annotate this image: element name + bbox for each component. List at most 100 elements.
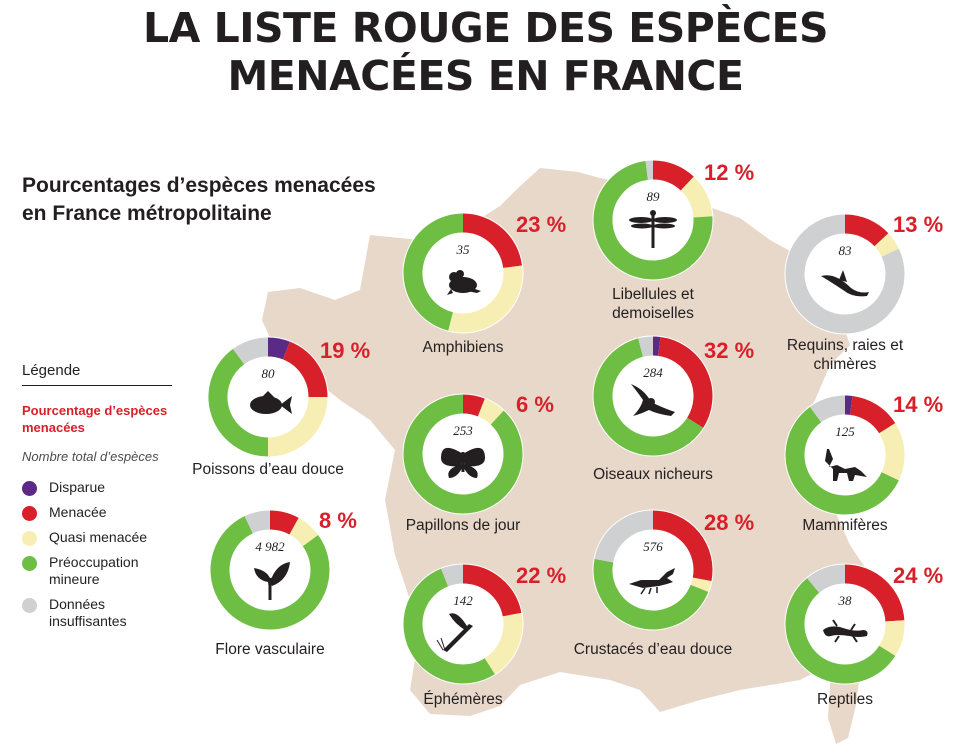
donut-ring — [784, 394, 906, 516]
lizard-icon — [823, 619, 868, 643]
legend-label-quasi-menacee: Quasi menacée — [49, 529, 148, 545]
group-name: Requins, raies et chimères — [786, 337, 904, 373]
donut-ring — [402, 212, 524, 334]
donut-segment-menacee — [849, 395, 896, 434]
butterfly-icon — [441, 447, 485, 478]
legend-label-donnees-insuffisantes: Données insuffisantes — [49, 596, 127, 629]
donut-ring — [402, 563, 524, 685]
group-name: Flore vasculaire — [215, 641, 325, 658]
percent-label: 13 % — [893, 212, 944, 237]
donut-ring — [784, 563, 906, 685]
total-species-count: 125 — [835, 424, 855, 439]
legend-item-quasi-menacee: Quasi menacée — [22, 529, 182, 546]
donut-segment-insuffisantes — [810, 395, 846, 423]
legend-swatch-donnees-insuffisantes — [22, 598, 37, 613]
total-species-count: 80 — [261, 366, 275, 381]
donut-segment-menacee — [269, 510, 299, 535]
legend-label-preoccupation-mineure: Préoccupation mineure — [49, 554, 139, 587]
percent-label: 28 % — [704, 510, 755, 535]
donut-segment-insuffisantes — [638, 336, 654, 357]
donut-segment-quasi — [874, 233, 899, 258]
dragonfly-icon — [629, 210, 677, 248]
donut-segment-preoccupation — [593, 558, 709, 630]
total-species-count: 83 — [838, 243, 852, 258]
donut-segment-insuffisantes — [441, 564, 464, 587]
group-name: Poissons d’eau douce — [192, 461, 344, 478]
percent-label: 24 % — [893, 563, 944, 588]
donut-ring — [402, 393, 524, 515]
donut-segment-preoccupation — [210, 516, 330, 630]
donut-ring — [592, 509, 714, 631]
legend-swatch-disparue — [22, 481, 37, 496]
donut-center — [612, 355, 694, 437]
subtitle: Pourcentages d’espèces menacées en Franc… — [22, 172, 376, 228]
donut-segment-insuffisantes — [594, 510, 654, 563]
donut-segment-menacee — [462, 564, 522, 617]
donut-segment-preoccupation — [785, 406, 899, 515]
donut-segment-insuffisantes — [244, 510, 271, 534]
main-title-line2: MENACÉES EN FRANCE — [227, 52, 744, 100]
donut-segment-preoccupation — [403, 568, 495, 684]
main-title-line1: LA LISTE ROUGE DES ESPÈCES — [142, 4, 829, 52]
total-species-count: 35 — [456, 242, 470, 257]
donut-ring — [592, 159, 714, 281]
total-species-count: 142 — [453, 593, 473, 608]
donut-segment-quasi — [267, 396, 328, 457]
donut-segment-menacee — [462, 213, 523, 269]
legend-item-preoccupation-mineure: Préoccupation mineure — [22, 554, 182, 588]
group-name: Amphibiens — [422, 339, 504, 356]
donut-segment-menacee — [652, 160, 694, 191]
group-name: Reptiles — [817, 691, 873, 708]
donut-segment-quasi — [878, 620, 905, 656]
donut-segment-menacee — [657, 336, 713, 428]
donut-segment-quasi — [477, 398, 504, 425]
legend-percent-label: Pourcentage d’espèces menacées — [22, 403, 168, 435]
percent-label: 23 % — [516, 212, 567, 237]
donut-segment-menacee — [652, 510, 713, 582]
donut-segment-quasi — [448, 265, 523, 333]
percent-label: 12 % — [704, 160, 755, 185]
legend: Légende Pourcentage d’espèces menacées N… — [22, 362, 182, 638]
donut-segment-menacee — [282, 341, 328, 398]
donut-segment-quasi — [484, 612, 523, 675]
legend-item-donnees-insuffisantes: Données insuffisantes — [22, 596, 182, 630]
donut-segment-preoccupation — [403, 213, 464, 331]
donut-segment-menacee — [844, 214, 889, 247]
percent-label: 14 % — [893, 392, 944, 417]
donut-segment-preoccupation — [593, 338, 704, 456]
donut-segment-quasi — [680, 176, 713, 218]
mayfly-icon — [436, 613, 473, 652]
subtitle-line2: en France métropolitaine — [22, 202, 272, 225]
total-species-count: 284 — [643, 365, 663, 380]
subtitle-line1: Pourcentages d’espèces menacées — [22, 174, 376, 197]
legend-swatch-menacee — [22, 506, 37, 521]
donut-center — [804, 583, 886, 665]
legend-title: Légende — [22, 362, 172, 386]
donut-segment-preoccupation — [403, 394, 523, 514]
percent-label: 22 % — [516, 563, 567, 588]
legend-item-disparue: Disparue — [22, 479, 182, 496]
crayfish-icon — [629, 568, 675, 595]
donut-segment-quasi — [690, 577, 712, 592]
donut-segment-preoccupation — [785, 578, 896, 684]
donut-segment-insuffisantes — [785, 214, 905, 334]
shark-icon — [821, 270, 869, 297]
group-name: Papillons de jour — [405, 517, 521, 534]
donut-segment-menacee — [462, 394, 485, 417]
total-species-count: 38 — [838, 593, 852, 608]
frog-icon — [447, 270, 481, 295]
donut-ring — [592, 335, 714, 457]
total-species-count: 253 — [453, 423, 473, 438]
total-species-count: 4 982 — [255, 539, 285, 554]
donut-segment-disparue — [267, 337, 290, 360]
donut-center — [229, 529, 311, 611]
donut-segment-quasi — [878, 423, 905, 481]
legend-label-disparue: Disparue — [49, 479, 106, 495]
main-title: LA LISTE ROUGE DES ESPÈCES MENACÉES EN F… — [0, 4, 971, 100]
percent-label: 6 % — [516, 392, 554, 417]
percent-label: 32 % — [704, 338, 755, 363]
percent-label: 8 % — [319, 508, 357, 533]
legend-swatch-preoccupation-mineure — [22, 556, 37, 571]
donut-segment-insuffisantes — [807, 564, 846, 594]
donut-segment-quasi — [289, 517, 319, 547]
